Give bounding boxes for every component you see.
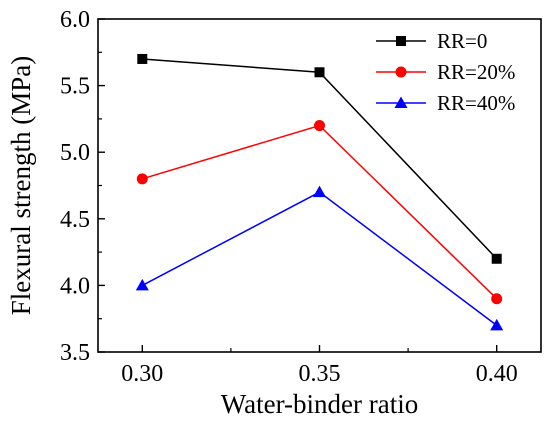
y-tick-label: 5.5 xyxy=(60,74,90,100)
series-2-point xyxy=(491,293,503,305)
series-1-point xyxy=(491,253,502,264)
series-1-line xyxy=(142,58,498,260)
x-tick-label: 0.35 xyxy=(299,361,341,387)
legend-marker xyxy=(394,96,408,108)
series-2-point xyxy=(314,120,325,132)
y-axis-title: Flexural strength (MPa) xyxy=(6,56,36,315)
series-3-line xyxy=(141,191,498,326)
series-3-point xyxy=(490,318,504,331)
y-tick-label: 3.5 xyxy=(60,340,90,366)
y-tick-label: 6.0 xyxy=(60,7,90,33)
legend-marker xyxy=(395,66,407,78)
x-tick-label: 0.30 xyxy=(121,361,163,387)
series-1-point xyxy=(137,53,148,64)
legend-label: RR=0 xyxy=(437,29,487,53)
axes: 3.5 4.0 4.5 5.0 5.5 6.0 0.30 0.35 0.40 xyxy=(60,7,542,387)
x-tick-label: 0.40 xyxy=(476,361,518,387)
y-tick-label: 4.0 xyxy=(60,273,90,299)
series-3-point xyxy=(135,278,149,291)
legend-label: RR=20% xyxy=(437,60,515,84)
legend-marker xyxy=(396,36,406,46)
legend: RR=0 RR=20% RR=40% xyxy=(376,29,515,115)
series-2-line xyxy=(142,124,498,300)
x-axis-title: Water-binder ratio xyxy=(221,389,418,419)
legend-label: RR=40% xyxy=(437,91,515,115)
y-tick-label: 4.5 xyxy=(60,207,90,233)
y-tick-label: 5.0 xyxy=(60,140,90,166)
series-1-point xyxy=(314,67,325,78)
series-3-point xyxy=(313,185,326,198)
plot-marks xyxy=(135,53,504,331)
series-2-point xyxy=(136,173,148,185)
